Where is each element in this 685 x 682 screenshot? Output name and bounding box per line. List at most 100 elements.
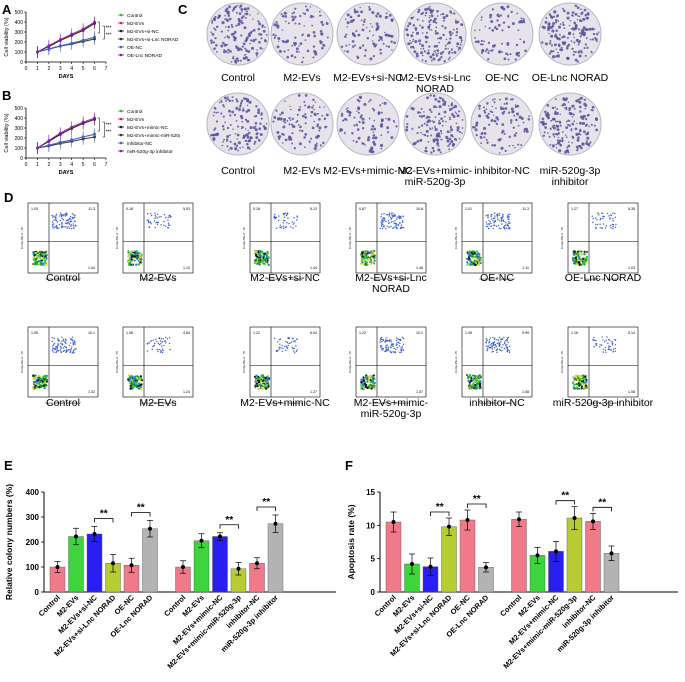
cell-event: [383, 217, 385, 219]
colony: [570, 128, 573, 131]
colony: [436, 144, 439, 147]
colony: [377, 39, 381, 42]
colony: [451, 144, 455, 147]
colony: [366, 138, 370, 142]
colony: [246, 104, 249, 107]
colony: [582, 26, 586, 30]
colony: [230, 23, 233, 27]
colony: [483, 40, 485, 43]
colony: [410, 34, 414, 38]
colony: [505, 102, 509, 105]
colony: [265, 122, 268, 125]
colony: [438, 119, 441, 122]
colony: [434, 127, 438, 132]
colony: [257, 20, 260, 23]
cell-event: [140, 377, 143, 380]
cell-event: [32, 377, 35, 380]
cell-event: [594, 217, 597, 219]
colony: [568, 111, 572, 115]
colony: [510, 10, 513, 14]
y-tick-label: 400: [15, 116, 24, 122]
colony: [565, 106, 568, 109]
colony: [226, 126, 230, 130]
colony: [375, 14, 378, 17]
colony: [447, 58, 450, 61]
colony: [429, 128, 432, 131]
colony: [494, 98, 496, 100]
colony: [256, 49, 258, 51]
colony: [495, 122, 499, 126]
colony: [226, 43, 229, 46]
cell-event: [128, 262, 132, 265]
colony: [246, 119, 250, 123]
cell-event: [364, 383, 368, 387]
colony: [595, 32, 599, 36]
colony: [265, 33, 268, 36]
colony: [242, 146, 244, 148]
significance-bracket: [256, 506, 276, 511]
cell-event: [466, 261, 469, 264]
colony: [551, 55, 556, 59]
cell-event: [286, 341, 289, 344]
cell-event: [614, 347, 616, 350]
colony: [250, 46, 255, 50]
cell-event: [595, 223, 597, 226]
colony: [568, 106, 572, 110]
colony: [299, 125, 302, 129]
colony: [588, 125, 590, 128]
colony: [363, 102, 367, 106]
dish-label: Control: [221, 165, 255, 177]
colony: [553, 135, 556, 138]
colony: [569, 19, 572, 22]
colony: [496, 13, 500, 17]
colony: [571, 14, 574, 17]
cell-event: [63, 226, 65, 228]
y-tick-label: 300: [26, 513, 40, 522]
colony: [249, 126, 253, 130]
mean-marker: [428, 564, 433, 569]
cell-event: [396, 346, 399, 349]
colony: [449, 131, 451, 134]
cell-event: [131, 386, 134, 390]
colony: [528, 115, 530, 118]
colony: [562, 131, 564, 133]
colony: [340, 114, 344, 117]
cell-event: [35, 386, 38, 389]
colony: [438, 41, 440, 44]
colony: [411, 31, 414, 34]
legend-marker: [119, 149, 123, 153]
colony: [507, 14, 510, 17]
cell-event: [61, 344, 63, 346]
colony: [227, 14, 230, 18]
colony: [478, 107, 481, 110]
cell-event: [493, 222, 495, 224]
colony: [363, 20, 366, 23]
x-tick-label: 5: [82, 66, 85, 72]
colony: [493, 44, 496, 47]
colony: [497, 118, 500, 121]
colony: [246, 7, 250, 10]
legend-marker: [119, 29, 123, 33]
cell-event: [607, 342, 609, 345]
colony: [432, 9, 435, 11]
cell-event: [380, 344, 382, 347]
colony: [423, 50, 426, 53]
colony: [483, 106, 485, 109]
cell-event: [478, 385, 482, 388]
colony: [260, 117, 263, 120]
cell-event: [398, 345, 401, 347]
flow-y-axis-label: Comp-PE-A :: PI: [242, 351, 246, 373]
significance-label: ***: [106, 123, 112, 129]
colony: [448, 56, 451, 59]
colony: [574, 58, 578, 62]
cell-event: [398, 216, 401, 218]
colony: [233, 142, 237, 146]
colony: [440, 117, 443, 121]
legend-label: OE-NC: [127, 45, 143, 51]
cell-event: [55, 351, 57, 354]
cell-event: [296, 215, 298, 217]
legend-marker: [119, 141, 123, 145]
cell-event: [478, 263, 481, 267]
cell-event: [399, 342, 401, 345]
colony: [244, 8, 247, 11]
